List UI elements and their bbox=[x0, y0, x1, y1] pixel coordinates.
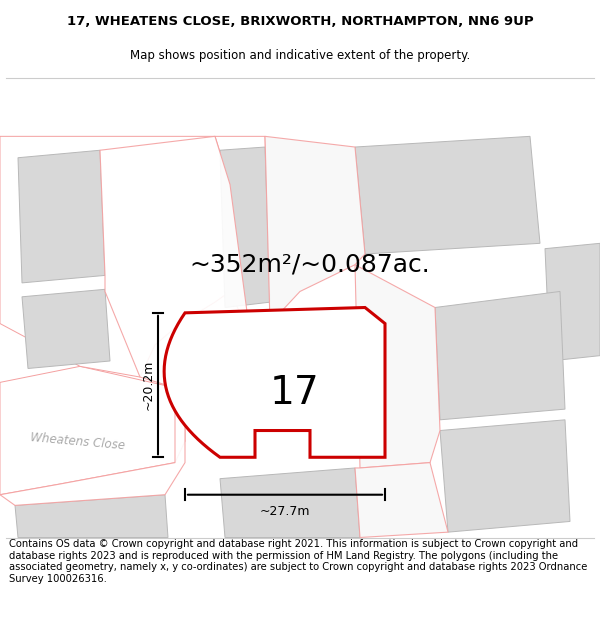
Text: Contains OS data © Crown copyright and database right 2021. This information is : Contains OS data © Crown copyright and d… bbox=[9, 539, 587, 584]
Polygon shape bbox=[545, 243, 600, 361]
Text: 17, WHEATENS CLOSE, BRIXWORTH, NORTHAMPTON, NN6 9UP: 17, WHEATENS CLOSE, BRIXWORTH, NORTHAMPT… bbox=[67, 15, 533, 28]
Polygon shape bbox=[22, 289, 110, 369]
Text: ~352m²/~0.087ac.: ~352m²/~0.087ac. bbox=[190, 253, 430, 277]
Polygon shape bbox=[440, 420, 570, 532]
Polygon shape bbox=[355, 136, 540, 254]
Polygon shape bbox=[220, 468, 360, 538]
Polygon shape bbox=[220, 147, 270, 308]
Polygon shape bbox=[164, 308, 385, 458]
Text: Wheatens Close: Wheatens Close bbox=[30, 431, 126, 452]
Polygon shape bbox=[355, 265, 440, 468]
Polygon shape bbox=[435, 291, 565, 420]
Polygon shape bbox=[18, 150, 105, 283]
Polygon shape bbox=[0, 136, 250, 506]
Polygon shape bbox=[265, 136, 365, 324]
Polygon shape bbox=[0, 136, 230, 377]
Polygon shape bbox=[15, 495, 168, 538]
Text: 17: 17 bbox=[270, 374, 320, 412]
Text: ~27.7m: ~27.7m bbox=[260, 506, 310, 518]
Polygon shape bbox=[355, 462, 448, 538]
Polygon shape bbox=[215, 136, 270, 334]
Text: Map shows position and indicative extent of the property.: Map shows position and indicative extent… bbox=[130, 49, 470, 62]
Text: ~20.2m: ~20.2m bbox=[142, 360, 155, 410]
Polygon shape bbox=[0, 366, 185, 495]
